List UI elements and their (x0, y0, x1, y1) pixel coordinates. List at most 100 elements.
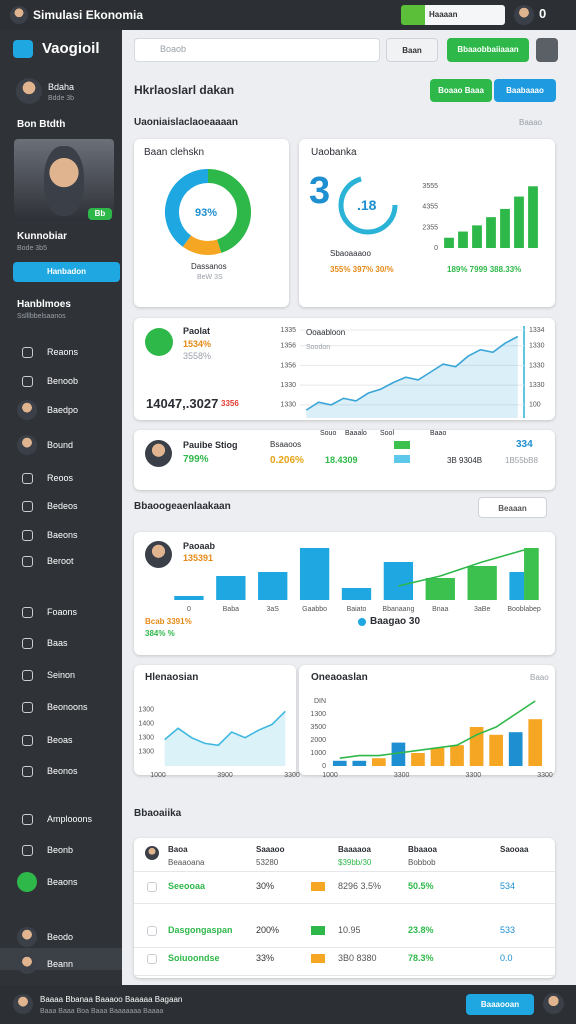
x-tick-label: 3aBe (474, 606, 490, 613)
avatar (17, 435, 37, 455)
button[interactable]: Hanbadon (13, 262, 120, 282)
search-box[interactable] (134, 38, 380, 62)
nav-item[interactable]: Baas (47, 638, 68, 648)
table-header: Baoa (168, 845, 188, 854)
avatar (13, 994, 33, 1014)
icon (22, 766, 33, 777)
nav-item[interactable]: Baeons (47, 530, 78, 540)
button[interactable]: Beaaan (478, 497, 547, 518)
tick-label: 1356 (280, 343, 296, 350)
nav-item[interactable]: Beodo (47, 932, 74, 942)
tick-label: 1300 (138, 706, 154, 713)
menu-sub: Sslllbbelsaanos (17, 313, 66, 320)
button[interactable]: Bbaaobbaiiaaan (447, 38, 529, 62)
tick-label: 2355 (422, 224, 438, 231)
nav-item[interactable]: Beroot (47, 556, 74, 566)
value: 18.4309 (325, 455, 358, 465)
table-cell: 534 (500, 881, 516, 891)
avatar (17, 954, 37, 974)
card-title: Hlenaosian (145, 672, 199, 683)
bar (430, 747, 445, 766)
x-tick-label: 1000 (150, 772, 166, 779)
table-header: Saooaa (500, 845, 529, 854)
x-tick-label: 3300 (537, 772, 553, 779)
x-tick-label: 3300 (394, 772, 410, 779)
table-cell: 53280 (256, 858, 279, 867)
nav-item[interactable]: Amplooons (47, 814, 93, 824)
table-header: Baaaaoa (338, 845, 371, 854)
donut-segment (182, 235, 222, 255)
x-tick-label: Bnaa (432, 606, 448, 613)
nav-item[interactable]: Benoob (47, 376, 79, 386)
tick-label: 3555 (422, 183, 438, 190)
table-cell: 10.95 (338, 925, 361, 935)
profile-sub: Bode 3b5 (17, 245, 47, 252)
button[interactable]: Boaao Baaa (430, 79, 492, 102)
bar (489, 734, 503, 766)
nav-item[interactable]: Foaons (47, 607, 78, 617)
stats: 355% 397% 30/% (330, 265, 394, 274)
nav-item[interactable]: Bedeos (47, 501, 78, 511)
chart-title: Ooaabloon (306, 328, 346, 337)
tick-label: 1300 (138, 735, 154, 742)
nav-item[interactable]: Beaons (47, 877, 78, 887)
chip (311, 882, 325, 891)
avatar (17, 400, 37, 420)
line (398, 549, 525, 587)
user-sub: Bdde 3b (48, 95, 75, 102)
icon (22, 501, 33, 512)
menu-title: Hanblmoes (17, 299, 71, 310)
link[interactable]: Baaao (519, 118, 543, 127)
value: 334 (516, 439, 533, 450)
user-name: Bdaha (48, 82, 75, 92)
bar (216, 576, 246, 600)
tick-label: 1330 (280, 382, 296, 389)
table-cell: 3B0 8380 (338, 953, 377, 963)
x-tick-label: 1000 (322, 772, 338, 779)
row-divider (134, 975, 555, 976)
tick-label: 0 (322, 763, 326, 770)
avatar (543, 993, 564, 1014)
chip (394, 455, 410, 463)
tag: Baao (430, 430, 447, 437)
table-cell: 33% (256, 953, 275, 963)
donut-label: Dassanos (191, 262, 227, 271)
nav-item[interactable]: Bound (47, 440, 74, 450)
nav-item[interactable]: Beoas (47, 735, 73, 745)
area (306, 336, 518, 418)
x-tick-label: Baba (223, 606, 239, 613)
table-cell: 23.8% (408, 925, 434, 935)
nav-item[interactable]: Baedpo (47, 405, 79, 415)
row-divider (134, 947, 555, 948)
button[interactable]: Baaaooan (466, 994, 534, 1015)
tick-label: 4355 (422, 204, 438, 211)
link[interactable]: Baao (530, 673, 549, 682)
icon (22, 814, 33, 825)
icon (22, 556, 33, 567)
tick-label: 1300 (138, 749, 154, 756)
nav-item[interactable]: Beonoons (47, 702, 88, 712)
tag: Sool (380, 430, 395, 437)
nav-item[interactable]: Reoos (47, 473, 74, 483)
table-cell: Beaaoana (168, 858, 205, 867)
row-divider (134, 903, 555, 904)
bar (299, 548, 330, 600)
nav-item[interactable]: Reaons (47, 347, 79, 357)
table-header: Saaaoo (256, 845, 285, 854)
nav-item[interactable]: Beann (47, 959, 74, 969)
tick-label: 1300 (310, 711, 326, 718)
button[interactable]: Baan (386, 38, 438, 62)
button[interactable]: Baabaaao (494, 79, 556, 102)
status-icon (145, 328, 173, 356)
button[interactable]: Haaaan (425, 5, 505, 25)
button[interactable]: Bb (88, 208, 112, 220)
nav-item[interactable]: Beonos (47, 766, 78, 776)
bar (458, 231, 468, 248)
tick-label: 3500 (310, 724, 326, 731)
logo (13, 40, 33, 58)
line (305, 335, 519, 411)
avatar (145, 440, 172, 467)
nav-item[interactable]: Seinon (47, 670, 76, 680)
nav-item[interactable]: Beonb (47, 845, 74, 855)
avatar (16, 78, 42, 104)
